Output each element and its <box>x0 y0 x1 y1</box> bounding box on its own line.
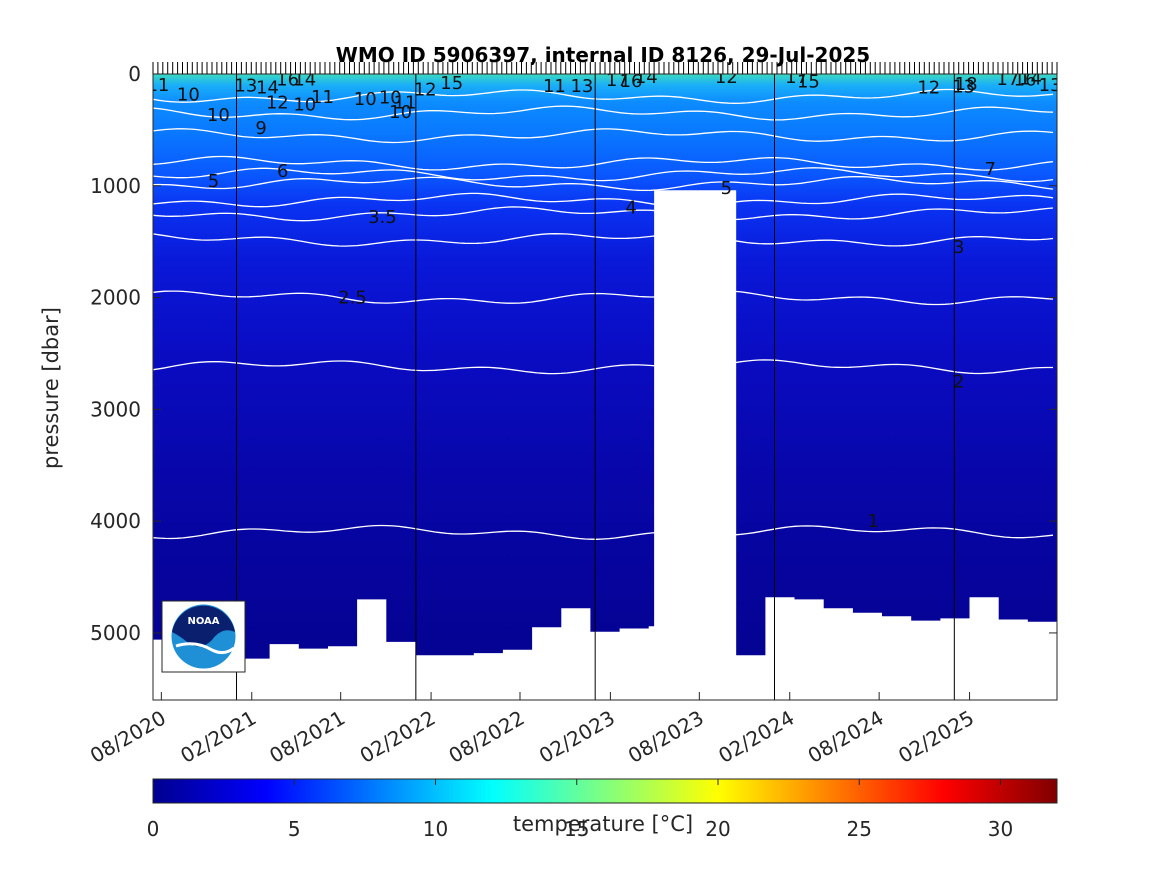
contour-label: 4 <box>625 197 636 218</box>
contour-label: 15 <box>440 73 463 94</box>
isotherm-4 <box>153 192 1054 208</box>
contour-label: 18 <box>955 74 978 95</box>
isotherm-3.5 <box>153 206 1054 222</box>
isotherm-9 <box>153 128 1054 144</box>
year-boundaries <box>236 74 955 700</box>
y-axis-label: pressure [dbar] <box>39 307 63 469</box>
isotherm-contours <box>153 88 1054 540</box>
contour-label: 11 <box>543 76 566 97</box>
contour-label: 10 <box>177 85 200 106</box>
contour-label: 13 <box>952 77 975 98</box>
contour-label: 6 <box>277 161 288 182</box>
x-tick-label: 02/2025 <box>894 706 978 768</box>
contour-label: 3 <box>953 237 964 258</box>
contour-label: 12 <box>715 67 738 88</box>
contour-label: 10 <box>354 89 377 110</box>
isotherm-2.5 <box>153 290 1054 306</box>
temperature-field <box>153 74 1057 700</box>
seafloor-area <box>153 597 1057 700</box>
contour-label: 16 <box>276 69 299 90</box>
contour-label: 10 <box>293 95 316 116</box>
contour-label: 16 <box>1014 69 1037 90</box>
colorbar-tick-label: 20 <box>705 817 730 841</box>
profile-ticks <box>152 62 1058 74</box>
isotherm-6 <box>153 167 1054 183</box>
y-tick-label: 0 <box>128 62 141 86</box>
colorbar-tick-label: 0 <box>147 817 160 841</box>
colorbar-label: temperature [°C] <box>513 812 693 836</box>
contour-label: 17 <box>996 69 1019 90</box>
isotherm-12 <box>153 88 1054 104</box>
isotherm-10 <box>153 105 1054 121</box>
colorbar-ticks: 0 5 10 15 20 25 30 <box>147 779 1013 841</box>
y-tick-label: 3000 <box>90 397 141 421</box>
y-axis: 0 1000 2000 3000 4000 5000 <box>90 62 1057 645</box>
y-tick-label: 2000 <box>90 286 141 310</box>
data-gap <box>654 190 737 700</box>
x-tick-label: 08/2021 <box>265 706 349 768</box>
contour-label: 13 <box>1039 75 1062 96</box>
contour-label: 12 <box>266 92 289 113</box>
contour-label: 16 <box>620 71 643 92</box>
x-tick-label: 02/2023 <box>535 706 619 768</box>
contour-label: 11 <box>394 92 417 113</box>
noaa-logo: NOAA <box>161 600 246 673</box>
contour-label: 10 <box>389 102 412 123</box>
contour-label: 5 <box>721 178 732 199</box>
temperature-fill <box>153 74 1057 700</box>
isotherm-3 <box>153 233 1054 247</box>
contour-label: 14 <box>293 69 316 90</box>
contour-label: 14 <box>1019 68 1042 89</box>
colorbar-tick-label: 25 <box>847 817 872 841</box>
contour-label: 13 <box>570 76 593 97</box>
x-tick-label: 08/2022 <box>445 706 529 768</box>
x-axis: 08/2020 02/2021 08/2021 02/2022 08/2022 02/20… <box>86 692 978 768</box>
y-tick-label: 4000 <box>90 509 141 533</box>
x-tick-label: 08/2024 <box>804 706 888 768</box>
contour-label: 17 <box>606 70 629 91</box>
y-tick-label: 1000 <box>90 174 141 198</box>
contour-label: 11 <box>146 75 169 96</box>
contour-label: 14 <box>256 77 279 98</box>
contour-label: 15 <box>797 72 820 93</box>
x-tick-label: 02/2021 <box>176 706 260 768</box>
x-tick-label: 02/2022 <box>356 706 440 768</box>
noaa-logo-text: NOAA <box>187 616 219 627</box>
contour-label: 17 <box>785 67 808 88</box>
isotherm-7 <box>153 155 1054 171</box>
y-tick-label: 5000 <box>90 621 141 645</box>
contour-label: 2 <box>953 371 964 392</box>
colorbar-tick-label: 5 <box>288 817 301 841</box>
contour-label: 11 <box>311 87 334 108</box>
seafloor-mask <box>153 190 1057 700</box>
contour-label: 10 <box>379 87 402 108</box>
colorbar-tick-label: 30 <box>988 817 1013 841</box>
contour-label: 12 <box>414 80 437 101</box>
contour-label: 13 <box>234 76 257 97</box>
x-tick-label: 02/2024 <box>714 706 798 768</box>
isotherm-1 <box>153 524 1054 540</box>
contour-label: 14 <box>635 67 658 88</box>
colorbar-ramp <box>152 778 1058 804</box>
contour-label: 3.5 <box>368 207 397 228</box>
contour-label: 12 <box>917 77 940 98</box>
chart-title: WMO ID 5906397, internal ID 8126, 29-Jul… <box>336 43 870 67</box>
contour-label: 2.5 <box>338 287 367 308</box>
isotherm-2 <box>153 359 1053 375</box>
contour-label: 5 <box>208 171 219 192</box>
contour-label: 9 <box>255 118 266 139</box>
contour-label: 10 <box>207 105 230 126</box>
isotherm-5 <box>153 175 1054 192</box>
colorbar-tick-label: 10 <box>423 817 448 841</box>
x-tick-label: 08/2023 <box>624 706 708 768</box>
contour-label: 7 <box>984 159 995 180</box>
colorbar-tick-label: 15 <box>564 817 589 841</box>
colorbar: 0 5 10 15 20 25 30 temperature [°C] <box>147 778 1058 841</box>
contour-label: 1 <box>868 511 879 532</box>
x-tick-label: 08/2020 <box>86 706 170 768</box>
